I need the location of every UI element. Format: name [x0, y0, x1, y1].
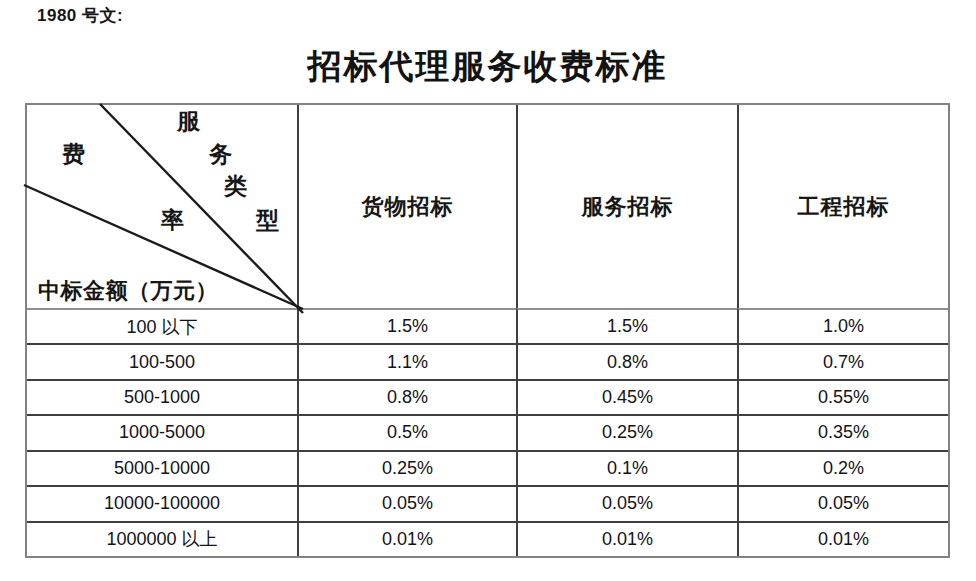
rate-cell: 0.35%	[737, 414, 948, 449]
column-header-goods: 货物招标	[297, 105, 516, 308]
rate-cell: 1.5%	[516, 308, 737, 343]
column-header-services: 服务招标	[516, 105, 737, 308]
diagonal-lines	[27, 105, 293, 304]
rate-cell: 0.01%	[516, 521, 737, 556]
corner-type-char: 服	[177, 110, 200, 133]
rate-cell: 0.2%	[737, 450, 948, 485]
rate-cell: 0.05%	[297, 485, 516, 520]
column-header-works: 工程招标	[737, 105, 948, 308]
rate-cell: 0.25%	[516, 414, 737, 449]
rate-cell: 0.7%	[737, 343, 948, 378]
page-title: 招标代理服务收费标准	[25, 44, 950, 90]
rate-cell: 1.5%	[297, 308, 516, 343]
rate-cell: 0.01%	[737, 521, 948, 556]
rate-cell: 1.0%	[737, 308, 948, 343]
corner-type-char: 类	[224, 175, 247, 198]
rate-cell: 0.05%	[516, 485, 737, 520]
rate-cell: 0.8%	[297, 379, 516, 414]
rate-cell: 0.8%	[516, 343, 737, 378]
amount-cell: 500-1000	[27, 379, 297, 414]
rate-cell: 0.25%	[297, 450, 516, 485]
amount-cell: 5000-10000	[27, 450, 297, 485]
fee-table: 服 务 类 型 费 率 中标金额（万元） 货物招标 服务招标 工程招标 100 …	[25, 103, 950, 558]
corner-rate-char: 费	[62, 143, 85, 166]
doc-number: 1980 号文:	[37, 4, 123, 27]
rate-cell: 0.5%	[297, 414, 516, 449]
amount-cell: 100 以下	[27, 308, 297, 343]
rate-cell: 0.1%	[516, 450, 737, 485]
corner-type-char: 务	[209, 143, 232, 166]
table-corner-cell: 服 务 类 型 费 率 中标金额（万元）	[27, 105, 297, 308]
amount-cell: 1000-5000	[27, 414, 297, 449]
rate-cell: 0.55%	[737, 379, 948, 414]
corner-amount-label: 中标金额（万元）	[38, 276, 218, 306]
corner-rate-char: 率	[161, 209, 184, 232]
rate-cell: 0.05%	[737, 485, 948, 520]
corner-type-char: 型	[256, 209, 279, 232]
amount-cell: 100-500	[27, 343, 297, 378]
rate-cell: 0.01%	[297, 521, 516, 556]
rate-cell: 0.45%	[516, 379, 737, 414]
document-page: 1980 号文: 招标代理服务收费标准 服 务 类 型 费 率 中标金额（万元）…	[0, 0, 976, 581]
rate-cell: 1.1%	[297, 343, 516, 378]
amount-cell: 1000000 以上	[27, 521, 297, 556]
amount-cell: 10000-100000	[27, 485, 297, 520]
